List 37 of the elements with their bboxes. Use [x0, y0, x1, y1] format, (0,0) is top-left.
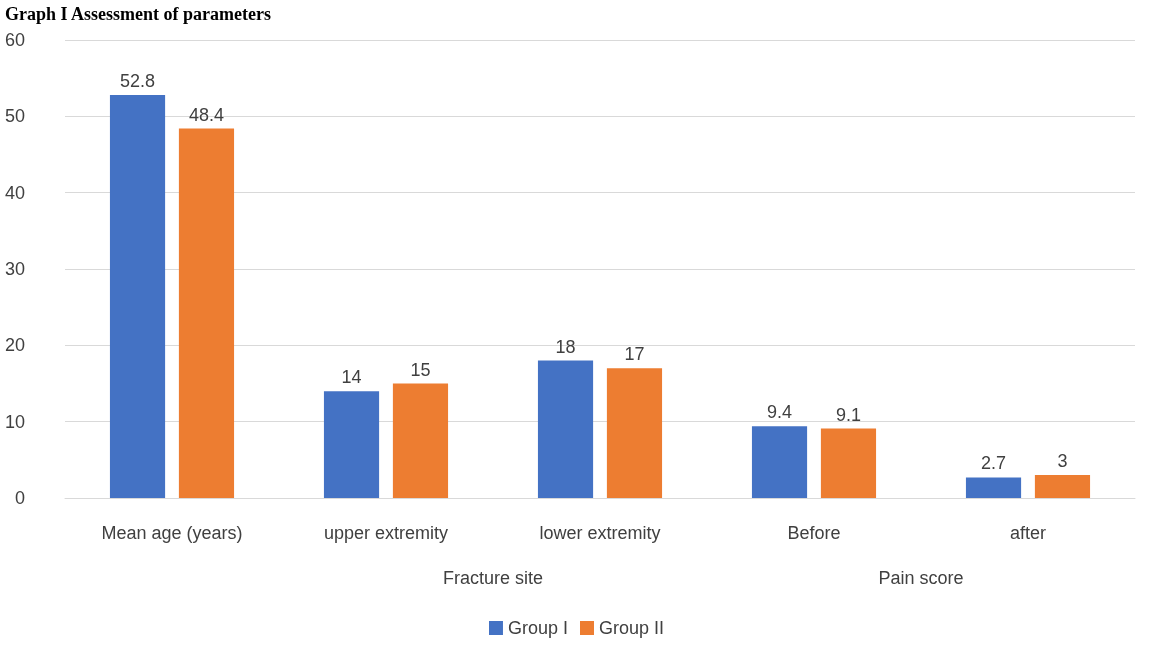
bar [392, 383, 449, 498]
bar [323, 391, 380, 498]
y-tick-label: 10 [4, 411, 25, 432]
data-label: 18 [555, 336, 576, 357]
y-tick-label: 50 [4, 106, 25, 127]
y-tick-label: 30 [4, 259, 25, 279]
data-label: 3 [1057, 451, 1068, 472]
y-tick-label: 60 [4, 30, 25, 50]
x-tick-label: lower extremity [539, 522, 661, 543]
x-tick-label: after [1009, 522, 1047, 543]
data-label: 17 [624, 344, 645, 365]
bar [537, 360, 594, 498]
bar [820, 428, 877, 498]
data-label: 52.8 [120, 70, 156, 91]
chart-title: Graph I Assessment of parameters [5, 4, 271, 24]
data-label: 2.7 [981, 453, 1007, 474]
bar [965, 477, 1022, 498]
bar [606, 368, 663, 498]
x-tick-label: upper extremity [323, 522, 449, 543]
legend-label: Group II [599, 618, 665, 638]
x-tick-label: Mean age (years) [101, 522, 243, 543]
bar [1034, 475, 1091, 498]
data-label: 9.4 [767, 402, 793, 423]
y-tick-label: 0 [14, 488, 25, 508]
bar [751, 426, 808, 498]
data-label: 14 [341, 367, 362, 388]
bar [178, 128, 235, 498]
x-tick-label: Before [787, 522, 841, 543]
text: Fracture site [442, 568, 544, 588]
data-label: 15 [410, 359, 431, 380]
bar [109, 94, 166, 498]
legend-label: Group I [507, 618, 568, 638]
y-tick-label: 20 [4, 335, 25, 356]
data-label: 9.1 [835, 404, 861, 425]
text: Pain score [878, 568, 964, 588]
data-label: 48.4 [188, 104, 224, 125]
y-tick-label: 40 [4, 182, 25, 203]
